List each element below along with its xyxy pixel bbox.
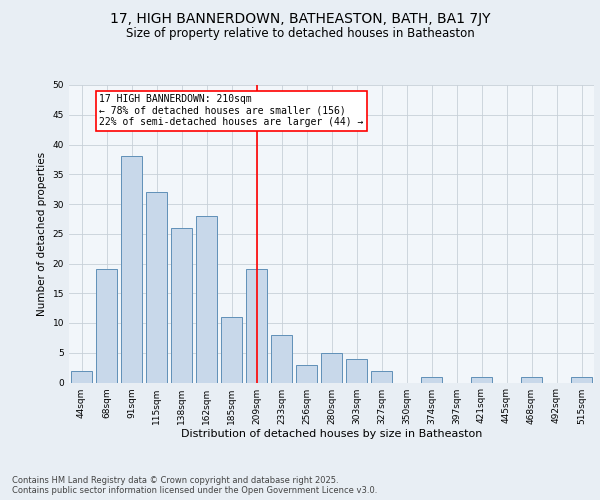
Bar (571, 376, 592, 382)
Bar (471, 376, 492, 382)
Bar (121, 156, 142, 382)
X-axis label: Distribution of detached houses by size in Batheaston: Distribution of detached houses by size … (181, 430, 482, 440)
Bar (271, 335, 292, 382)
Bar (421, 376, 442, 382)
Text: Size of property relative to detached houses in Batheaston: Size of property relative to detached ho… (125, 28, 475, 40)
Bar (221, 317, 242, 382)
Bar (71, 370, 92, 382)
Bar (521, 376, 542, 382)
Bar (296, 364, 317, 382)
Text: 17 HIGH BANNERDOWN: 210sqm
← 78% of detached houses are smaller (156)
22% of sem: 17 HIGH BANNERDOWN: 210sqm ← 78% of deta… (99, 94, 364, 127)
Text: Contains HM Land Registry data © Crown copyright and database right 2025.
Contai: Contains HM Land Registry data © Crown c… (12, 476, 377, 495)
Bar (321, 353, 342, 382)
Bar (371, 370, 392, 382)
Text: 17, HIGH BANNERDOWN, BATHEASTON, BATH, BA1 7JY: 17, HIGH BANNERDOWN, BATHEASTON, BATH, B… (110, 12, 490, 26)
Bar (171, 228, 192, 382)
Bar (146, 192, 167, 382)
Bar (246, 270, 267, 382)
Bar (96, 270, 117, 382)
Bar (196, 216, 217, 382)
Bar (346, 358, 367, 382)
Y-axis label: Number of detached properties: Number of detached properties (37, 152, 47, 316)
